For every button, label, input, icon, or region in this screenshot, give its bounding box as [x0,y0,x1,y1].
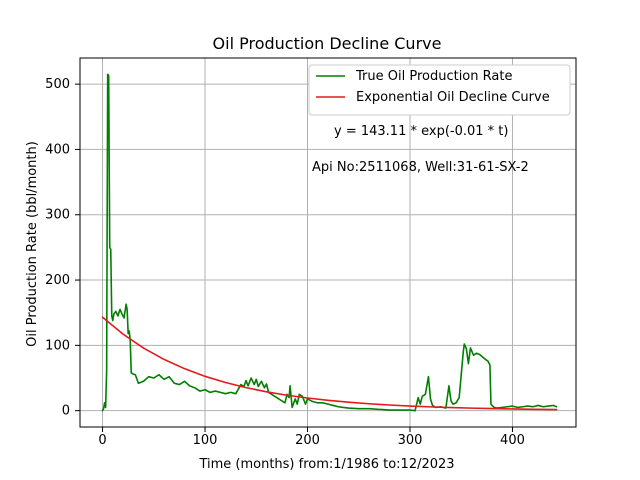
x-tick-label-0: 0 [98,433,106,448]
x-tick-label-4: 400 [500,433,525,448]
y-tick-label-2: 200 [45,273,70,288]
equation-annotation: y = 143.11 * exp(-0.01 * t) [334,124,508,139]
y-tick-label-1: 100 [45,338,70,353]
x-axis-label: Time (months) from:1/1986 to:12/2023 [198,457,454,472]
y-tick-label-4: 400 [45,142,70,157]
legend-label-exponential-oil-decline-curve: Exponential Oil Decline Curve [356,90,550,105]
grid-lines [80,58,576,427]
legend-box [308,64,571,116]
x-tick-label-1: 100 [193,433,218,448]
y-tick-label-5: 500 [45,77,70,92]
series-group [101,73,558,412]
legend-label-true-oil-production-rate: True Oil Production Rate [355,69,512,84]
chart-title: Oil Production Decline Curve [213,34,442,53]
well-annotation: Api No:2511068, Well:31-61-SX-2 [312,160,529,175]
x-tick-label-3: 300 [398,433,423,448]
x-axis-ticks: 0 100 200 300 400 [98,427,525,448]
y-tick-label-0: 0 [62,404,70,419]
y-axis-ticks: 0 100 200 300 400 500 [45,77,80,419]
plot-area: 0 100 200 300 400 0 100 200 300 400 500 [45,57,577,448]
legend: True Oil Production Rate Exponential Oil… [308,64,571,116]
exponential-oil-decline-curve-line [101,316,558,411]
true-oil-production-rate-line [101,73,558,412]
plot-frame [79,57,577,428]
y-tick-label-3: 300 [45,208,70,223]
y-axis-label: Oil Production Rate (bbl/month) [25,141,40,347]
x-tick-label-2: 200 [295,433,320,448]
